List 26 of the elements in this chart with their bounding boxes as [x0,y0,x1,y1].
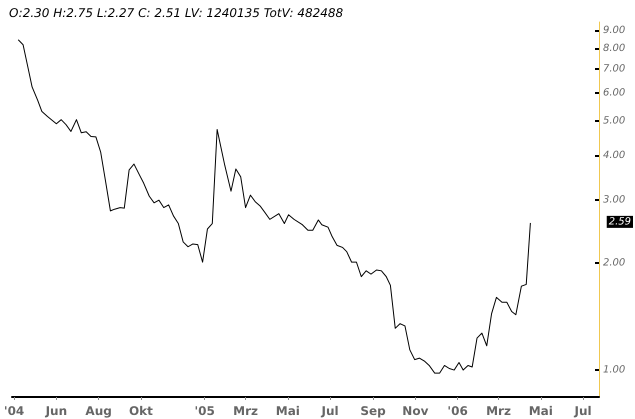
x-tick-label: Okt [128,404,154,418]
y-tick-label: 8.00 [603,43,626,54]
x-tick-label: Mrz [233,404,258,418]
x-tick-label: Jun [44,404,68,418]
x-tick-label: '04 [4,404,24,418]
text: 2.59 [608,216,631,228]
chart-title: O:2.30 H:2.75 L:2.27 C: 2.51 LV: 1240135 TotV: 482488 [9,6,344,20]
y-tick-label: 3.00 [603,194,626,206]
y-tick-label: 7.00 [603,64,626,75]
y-tick-label: 6.00 [603,88,626,99]
x-tick-label: Sep [360,404,386,418]
x-tick-label: Mai [528,404,553,418]
x-tick-label: '06 [447,404,468,418]
x-tick-label: Mai [276,404,300,418]
x-tick-label: '05 [194,404,215,418]
y-tick-label: 2.00 [603,257,626,268]
y-tick-label: 5.00 [603,116,626,127]
y-tick-label: 1.00 [603,364,626,376]
y-tick-label: 9.00 [603,24,626,36]
line-series [18,39,531,374]
y-tick-label: 4.00 [603,150,626,162]
x-tick-label: Nov [402,404,429,418]
x-tick-label: Jul [320,404,339,418]
x-tick-label: Mrz [486,404,511,418]
x-tick-label: Aug [85,404,112,418]
x-tick-label: Jul [574,404,592,418]
